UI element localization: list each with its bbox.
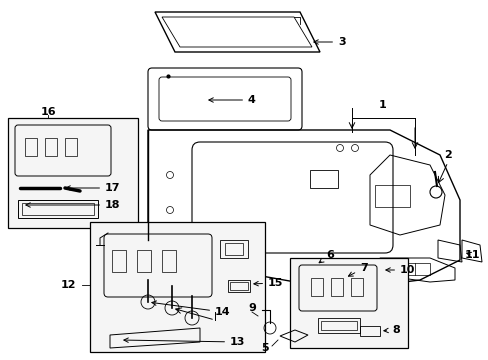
Bar (22, 203, 94, 215)
Bar (112, 250, 126, 272)
Bar (359, 326, 379, 336)
Bar (227, 280, 249, 292)
Bar (330, 278, 342, 296)
Bar (374, 185, 409, 207)
Text: 10: 10 (385, 265, 414, 275)
Bar (309, 170, 337, 188)
Text: 1: 1 (378, 100, 386, 110)
Bar (399, 263, 429, 275)
Text: 9: 9 (247, 303, 255, 313)
Bar (320, 321, 356, 330)
Bar (317, 318, 359, 333)
Bar (25, 138, 37, 156)
Bar (229, 282, 247, 290)
Text: 13: 13 (123, 337, 245, 347)
Text: 15: 15 (253, 278, 283, 288)
Bar (310, 278, 323, 296)
Bar (289, 258, 407, 348)
Bar (350, 278, 362, 296)
Text: 14: 14 (151, 301, 230, 317)
Bar (18, 200, 98, 218)
Bar (220, 240, 247, 258)
Bar (8, 118, 138, 228)
Bar (90, 222, 264, 352)
Text: 11: 11 (464, 250, 480, 260)
Text: 5: 5 (261, 343, 268, 353)
Text: 8: 8 (383, 325, 399, 335)
Text: 2: 2 (443, 150, 451, 160)
Text: 16: 16 (40, 107, 56, 117)
Text: 18: 18 (26, 200, 120, 210)
Text: 6: 6 (319, 250, 333, 263)
Text: 12: 12 (61, 280, 76, 290)
Bar (224, 243, 243, 255)
Text: 4: 4 (208, 95, 255, 105)
Text: 7: 7 (348, 263, 367, 276)
Bar (65, 138, 77, 156)
Bar (45, 138, 57, 156)
Text: 17: 17 (66, 183, 120, 193)
Bar (137, 250, 151, 272)
Text: 3: 3 (313, 37, 345, 47)
Bar (162, 250, 176, 272)
